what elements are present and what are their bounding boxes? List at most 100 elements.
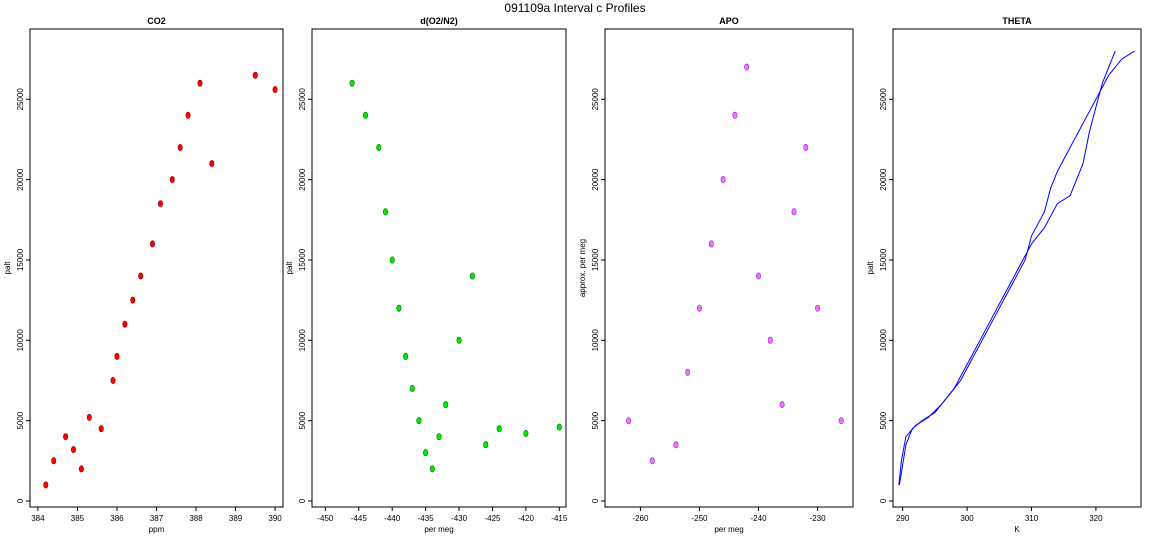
x-tick-label: -250 <box>691 514 708 523</box>
y-axis-label: palt <box>3 261 12 275</box>
y-tick-label: 5000 <box>16 411 25 429</box>
y-tick-label: 5000 <box>298 411 307 429</box>
y-tick-label: 0 <box>16 498 25 503</box>
y-tick-label: 10000 <box>16 329 25 352</box>
data-point <box>423 449 429 457</box>
x-tick-label: -430 <box>451 514 468 523</box>
x-tick-label: 388 <box>189 514 203 523</box>
y-axis-label: approx. per meg <box>578 239 587 297</box>
x-tick-label: 300 <box>960 514 974 523</box>
data-point <box>389 256 395 264</box>
profile-line <box>898 50 1116 485</box>
data-point <box>744 63 750 71</box>
data-point <box>496 425 502 433</box>
data-point <box>169 176 175 184</box>
data-point <box>838 417 844 425</box>
data-point <box>708 240 714 248</box>
data-point <box>86 413 92 421</box>
data-point <box>469 272 475 280</box>
data-point <box>71 446 77 454</box>
data-point <box>138 272 144 280</box>
data-point <box>43 481 49 489</box>
data-point <box>429 465 435 473</box>
data-point <box>456 336 462 344</box>
data-point <box>78 465 84 473</box>
x-tick-label: -450 <box>317 514 334 523</box>
x-tick-label: -260 <box>632 514 649 523</box>
data-point <box>696 304 702 312</box>
chart-title: APO <box>719 16 739 26</box>
x-tick-label: -445 <box>351 514 368 523</box>
y-tick-label: 20000 <box>879 168 888 191</box>
plot-frame <box>892 28 1142 508</box>
profile-line <box>898 50 1135 485</box>
x-axis-label: per meg <box>714 525 743 534</box>
x-tick-label: 387 <box>150 514 164 523</box>
data-point <box>51 457 57 465</box>
y-tick-label: 25000 <box>16 88 25 111</box>
data-point <box>409 384 415 392</box>
data-point <box>382 208 388 216</box>
plot-frame <box>311 28 567 508</box>
data-point <box>626 417 632 425</box>
x-tick-label: 384 <box>31 514 45 523</box>
data-point <box>177 144 183 152</box>
data-point <box>732 111 738 119</box>
x-tick-label: 390 <box>268 514 282 523</box>
x-tick-label: -230 <box>810 514 827 523</box>
chart-title: THETA <box>1002 16 1032 26</box>
data-point <box>556 423 562 431</box>
y-tick-label: 20000 <box>16 168 25 191</box>
x-axis-label: K <box>1014 525 1020 534</box>
data-point <box>815 304 821 312</box>
chart-title: d(O2/N2) <box>420 16 458 26</box>
data-point <box>209 160 215 168</box>
data-point <box>443 401 449 409</box>
x-tick-label: -420 <box>518 514 535 523</box>
data-point <box>483 441 489 449</box>
data-point <box>362 111 368 119</box>
y-tick-label: 15000 <box>16 248 25 271</box>
y-tick-label: 15000 <box>879 248 888 271</box>
data-point <box>649 457 655 465</box>
data-point <box>130 296 136 304</box>
data-point <box>158 200 164 208</box>
y-tick-label: 15000 <box>591 248 600 271</box>
y-axis-label: palt <box>285 261 294 275</box>
y-tick-label: 5000 <box>879 411 888 429</box>
x-tick-label: -440 <box>384 514 401 523</box>
data-point <box>791 208 797 216</box>
data-point <box>114 352 120 360</box>
data-point <box>416 417 422 425</box>
y-tick-label: 20000 <box>591 168 600 191</box>
data-point <box>755 272 761 280</box>
y-tick-label: 20000 <box>298 168 307 191</box>
data-point <box>272 86 278 94</box>
data-point <box>673 441 679 449</box>
x-tick-label: 389 <box>229 514 243 523</box>
y-tick-label: 0 <box>298 498 307 503</box>
data-point <box>720 176 726 184</box>
page-title: 091109a Interval c Profiles <box>504 1 646 15</box>
data-point <box>150 240 156 248</box>
y-tick-label: 25000 <box>591 88 600 111</box>
y-tick-label: 5000 <box>591 411 600 429</box>
x-axis-label: ppm <box>149 525 165 534</box>
y-tick-label: 10000 <box>879 329 888 352</box>
data-point <box>110 376 116 384</box>
data-point <box>685 368 691 376</box>
data-point <box>436 433 442 441</box>
chart-title: CO2 <box>147 16 166 26</box>
y-tick-label: 10000 <box>298 329 307 352</box>
data-point <box>779 401 785 409</box>
y-tick-label: 25000 <box>298 88 307 111</box>
plot-frame <box>604 28 854 508</box>
y-tick-label: 0 <box>879 498 888 503</box>
data-point <box>98 425 104 433</box>
data-point <box>767 336 773 344</box>
data-point <box>523 429 529 437</box>
data-point <box>252 71 258 79</box>
y-axis-label: palt <box>866 261 875 275</box>
data-point <box>63 433 69 441</box>
